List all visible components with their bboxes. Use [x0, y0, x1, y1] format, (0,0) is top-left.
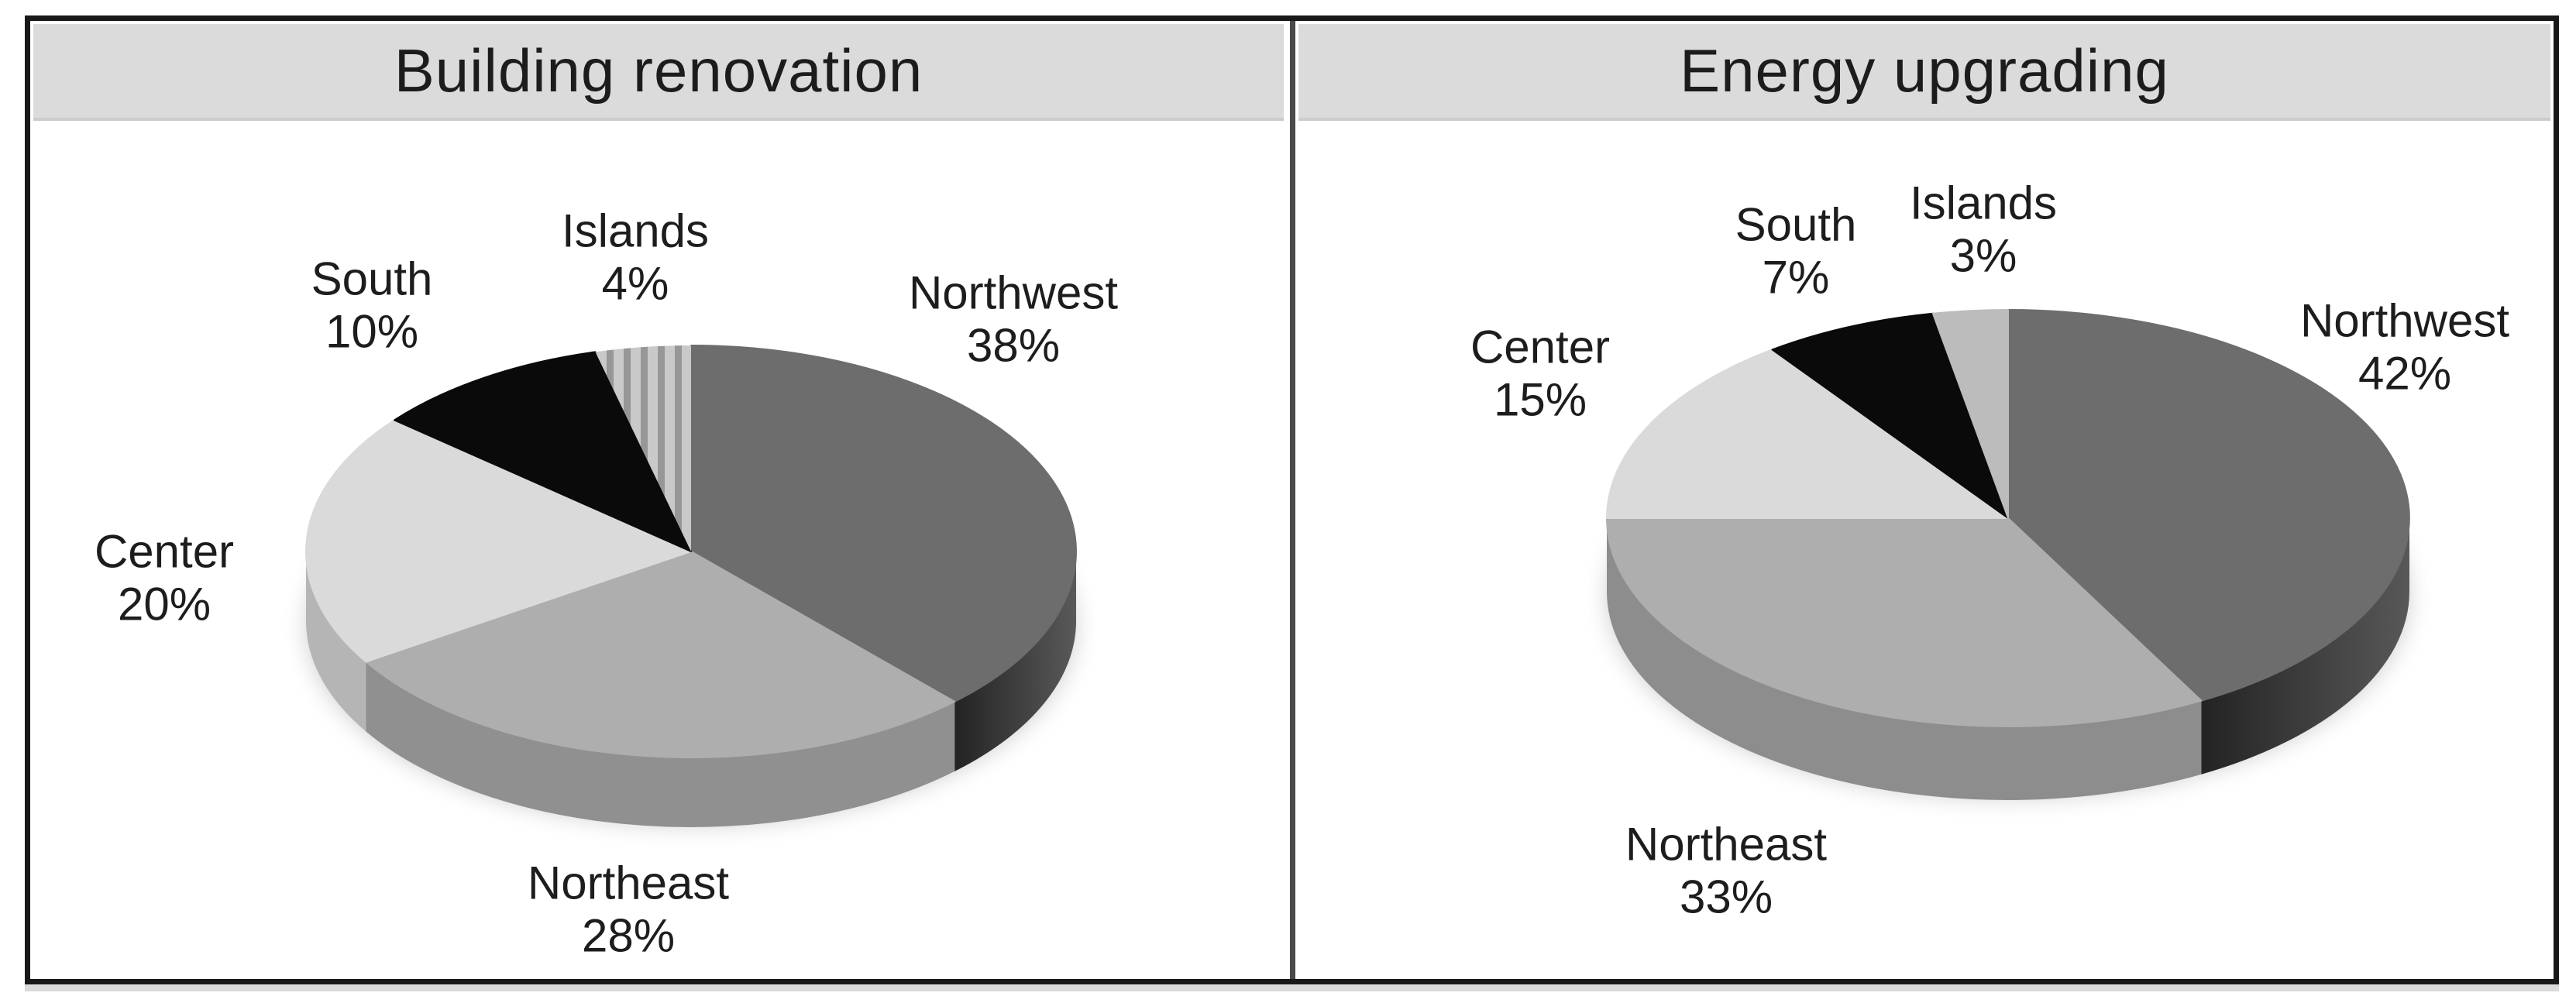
panel-titlebar-building-renovation: Building renovation	[33, 24, 1284, 121]
panel-title-energy-upgrading: Energy upgrading	[1680, 36, 2169, 105]
frame-bottom-shadow	[25, 984, 2559, 991]
panel-divider	[1290, 21, 1295, 979]
panel-titlebar-energy-upgrading: Energy upgrading	[1298, 24, 2550, 121]
panel-title-building-renovation: Building renovation	[394, 36, 923, 105]
